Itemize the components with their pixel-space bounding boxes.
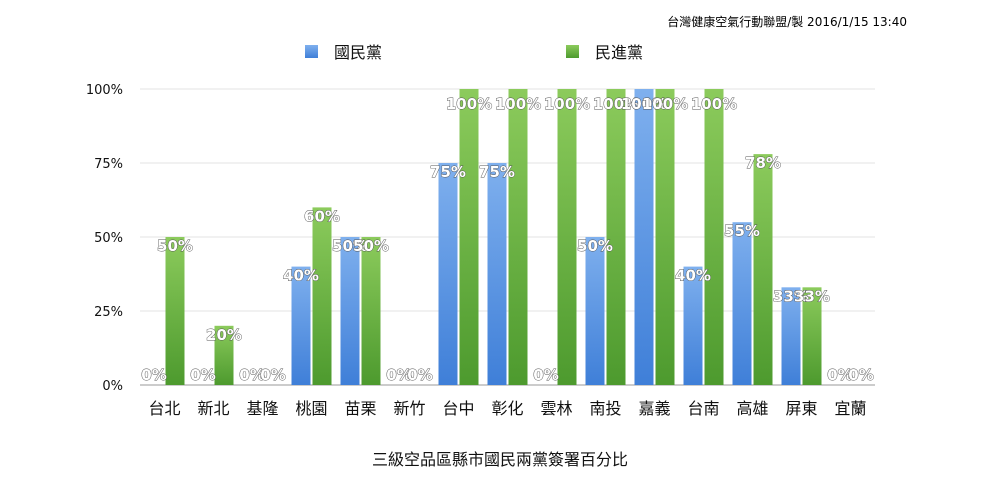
bar-dpp-8 [557, 89, 577, 385]
bar-dpp-9 [606, 89, 626, 385]
x-axis-labels: 台北 新北 基隆 桃園 苗栗 新竹 台中 彰化 雲林 南投 嘉義 台南 高雄 屏東 宜蘭 [148, 399, 866, 418]
legend-label-dpp: 民進黨 [595, 43, 643, 62]
x-tick-label: 宜蘭 [834, 399, 866, 418]
bar-dpp-3 [312, 207, 332, 385]
bar-dpp-11 [704, 89, 724, 385]
bar-kmt-7 [487, 163, 507, 385]
data-label-dpp-7: 100% [495, 95, 541, 113]
x-tick-label: 基隆 [246, 399, 278, 418]
grid-layer [140, 88, 875, 386]
legend-label-kmt: 國民黨 [334, 43, 382, 62]
bar-dpp-0 [165, 237, 185, 385]
bar-kmt-9 [585, 237, 605, 385]
data-label-dpp-13: 33% [794, 287, 830, 305]
data-label-kmt-3: 40% [283, 267, 319, 285]
data-label-dpp-5: 0% [407, 366, 432, 384]
data-label-dpp-12: 78% [745, 154, 781, 172]
data-label-kmt-8: 0% [533, 366, 558, 384]
x-tick-label: 南投 [589, 399, 621, 418]
bars-layer [165, 89, 822, 385]
bar-dpp-4 [361, 237, 381, 385]
data-label-kmt-14: 0% [827, 366, 852, 384]
y-tick-label: 100% [86, 83, 123, 98]
data-label-kmt-9: 50% [577, 237, 613, 255]
bar-kmt-6 [438, 163, 458, 385]
data-label-dpp-10: 100% [642, 95, 688, 113]
y-axis-ticks: 0% 25% 50% 75% 100% [86, 83, 123, 394]
bar-kmt-3 [291, 266, 311, 385]
data-label-dpp-11: 100% [691, 95, 737, 113]
bar-kmt-13 [781, 287, 801, 385]
data-label-kmt-7: 75% [479, 163, 515, 181]
data-label-kmt-2: 0% [239, 366, 264, 384]
legend-swatch-kmt [305, 45, 318, 58]
x-tick-label: 雲林 [540, 399, 572, 418]
bar-kmt-12 [732, 222, 752, 385]
bar-dpp-1 [214, 325, 234, 385]
x-tick-label: 台北 [148, 399, 180, 418]
data-label-kmt-1: 0% [190, 366, 215, 384]
data-label-dpp-2: 0% [260, 366, 285, 384]
data-label-dpp-8: 100% [544, 95, 590, 113]
data-label-dpp-6: 100% [446, 95, 492, 113]
x-tick-label: 桃園 [295, 399, 327, 418]
x-tick-label: 屏東 [785, 399, 817, 418]
legend-swatch-dpp [566, 45, 579, 58]
bar-kmt-10 [634, 89, 654, 385]
y-tick-label: 25% [94, 305, 123, 320]
x-tick-label: 台南 [687, 399, 719, 418]
bar-dpp-7 [508, 89, 528, 385]
data-label-dpp-1: 20% [206, 326, 242, 344]
chart-caption: 三級空品區縣市國民兩黨簽署百分比 [372, 450, 628, 469]
x-tick-label: 苗栗 [344, 399, 376, 418]
x-tick-label: 新竹 [393, 399, 425, 418]
data-label-dpp-4: 50% [353, 237, 389, 255]
bar-dpp-13 [802, 287, 822, 385]
y-tick-label: 75% [94, 157, 123, 172]
x-tick-label: 台中 [442, 399, 474, 418]
bar-dpp-12 [753, 154, 773, 385]
bar-dpp-6 [459, 89, 479, 385]
y-tick-label: 0% [102, 379, 123, 394]
y-tick-label: 50% [94, 231, 123, 246]
x-tick-label: 新北 [197, 399, 229, 418]
x-tick-label: 高雄 [736, 399, 768, 418]
data-label-kmt-11: 40% [675, 267, 711, 285]
data-label-dpp-3: 60% [304, 207, 340, 225]
data-label-kmt-13: 33% [773, 287, 809, 305]
bar-kmt-4 [340, 237, 360, 385]
data-label-kmt-4: 50% [332, 237, 368, 255]
bar-dpp-10 [655, 89, 675, 385]
data-labels-layer: 0%50%0%20%0%0%40%60%50%50%0%0%75%100%75%… [141, 95, 874, 385]
data-label-kmt-6: 75% [430, 163, 466, 181]
legend: 國民黨 民進黨 [305, 43, 643, 62]
x-tick-label: 彰化 [491, 399, 523, 418]
data-label-kmt-5: 0% [386, 366, 411, 384]
bar-kmt-11 [683, 266, 703, 385]
data-label-dpp-14: 0% [848, 366, 873, 384]
data-label-kmt-0: 0% [141, 366, 166, 384]
data-label-dpp-0: 50% [157, 237, 193, 255]
x-tick-label: 嘉義 [638, 399, 670, 418]
data-label-dpp-9: 100% [593, 95, 639, 113]
credit-text: 台灣健康空氣行動聯盟/製 2016/1/15 13:40 [667, 14, 907, 29]
data-label-kmt-10: 100% [621, 95, 667, 113]
data-label-kmt-12: 55% [724, 222, 760, 240]
